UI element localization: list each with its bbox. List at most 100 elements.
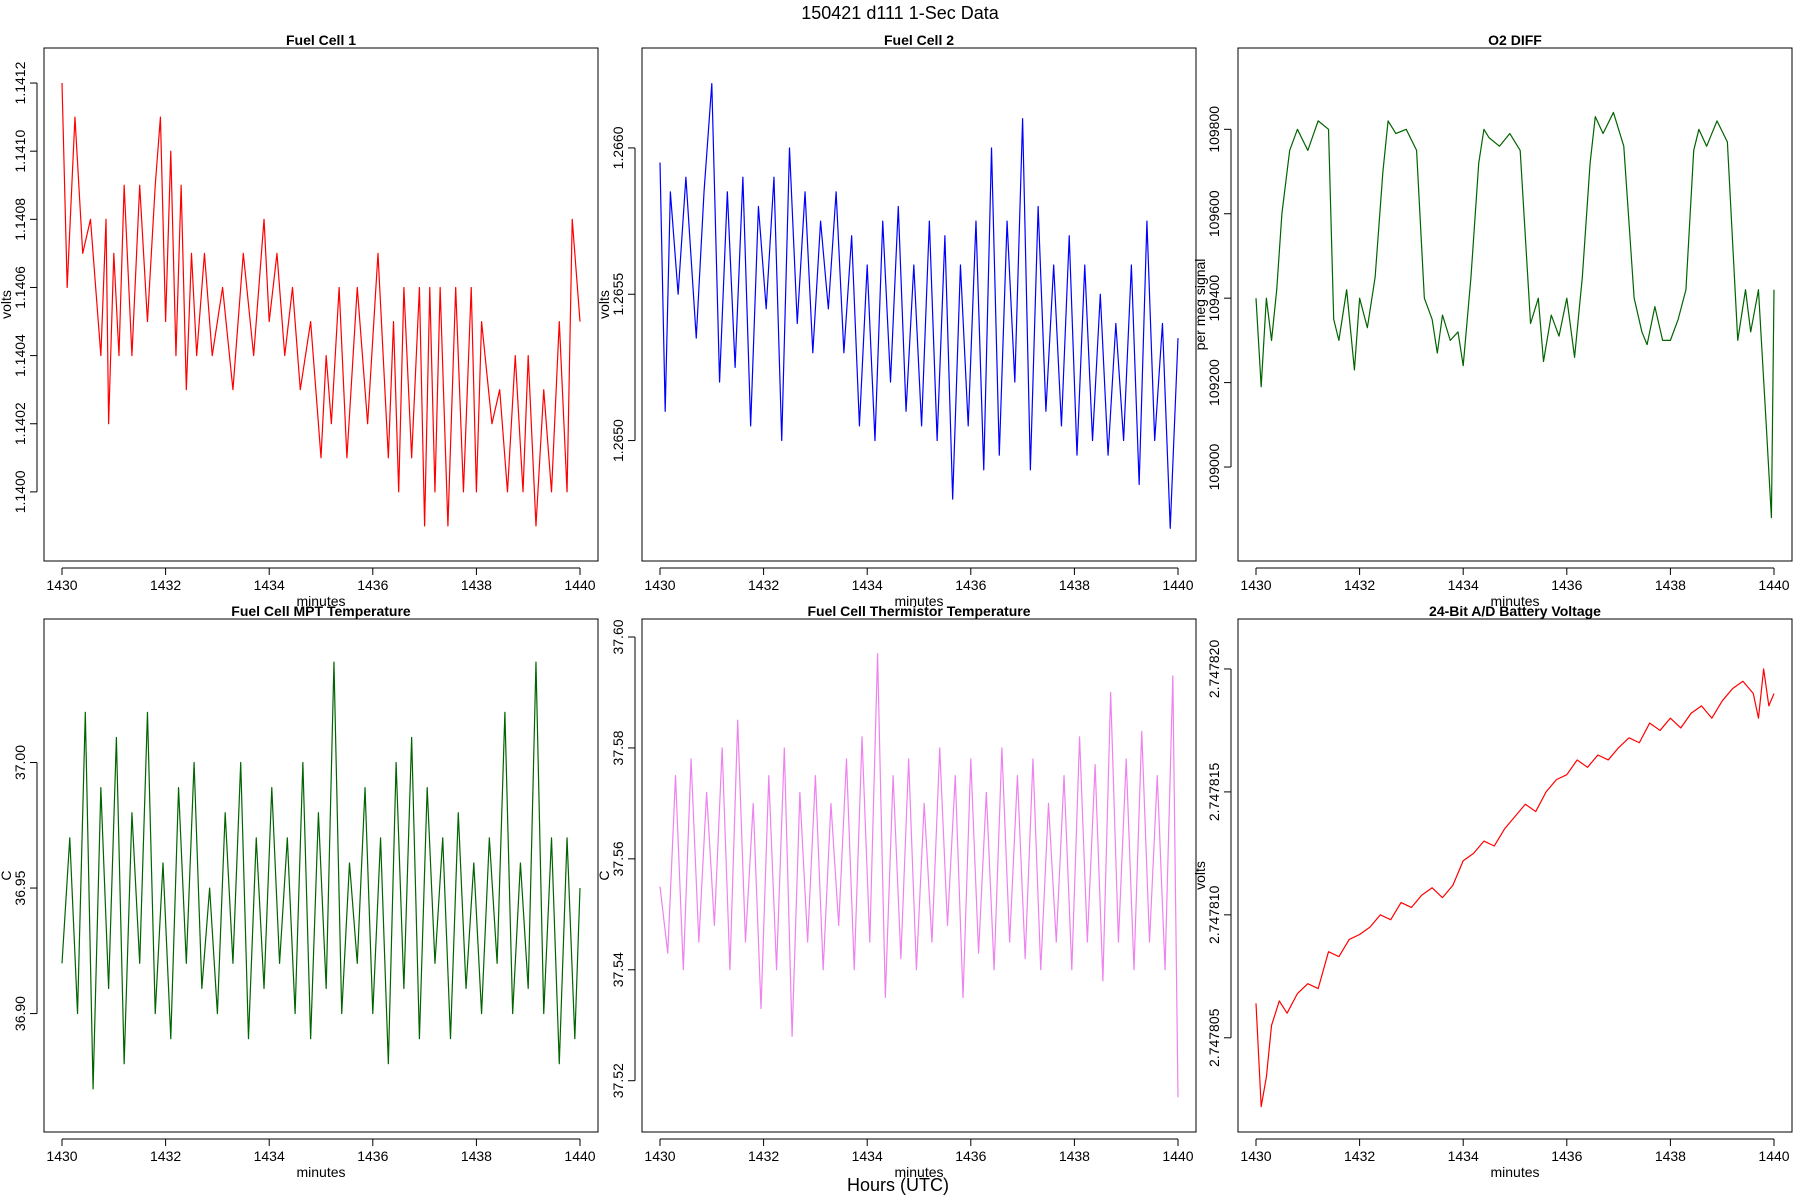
y-tick-label: 37.56 bbox=[610, 841, 626, 876]
chart-panel-4: Fuel Cell MPT Temperature 1430 1432 1434 143… bbox=[0, 603, 599, 1180]
x-tick-label: 1440 bbox=[1162, 1148, 1193, 1164]
chart-panel-3: O2 DIFF 1430 1432 1434 1436 1438 1440 minutes 10… bbox=[1192, 32, 1793, 609]
chart-panel-2: Fuel Cell 2 1430 1432 1434 1436 1438 1440 minut… bbox=[596, 32, 1197, 609]
y-tick-label: 1.1408 bbox=[12, 198, 28, 241]
series-line-1 bbox=[1255, 668, 1775, 1108]
y-tick-label: 1.1402 bbox=[12, 402, 28, 445]
x-axis-label: minutes bbox=[296, 1164, 345, 1180]
x-tick-label: 1434 bbox=[1448, 577, 1479, 593]
x-tick-label: 1430 bbox=[644, 577, 675, 593]
y-axis-label: C bbox=[0, 870, 14, 880]
y-tick-label: 36.95 bbox=[12, 870, 28, 905]
x-axis-label: minutes bbox=[1490, 593, 1539, 609]
x-tick-label: 1434 bbox=[254, 1148, 285, 1164]
y-tick-label: 1.1410 bbox=[12, 130, 28, 173]
chart-title: Fuel Cell 2 bbox=[884, 32, 954, 48]
y-tick-label: 37.52 bbox=[610, 1063, 626, 1098]
y-axis-label: volts bbox=[596, 290, 612, 319]
x-axis-label: minutes bbox=[894, 1164, 943, 1180]
y-tick-label: 109200 bbox=[1206, 359, 1222, 406]
y-axis-label: per meg signal bbox=[1192, 259, 1208, 351]
plot-frame bbox=[1237, 47, 1793, 562]
y-tick-label: 1.1406 bbox=[12, 266, 28, 309]
x-tick-label: 1432 bbox=[748, 1148, 779, 1164]
x-tick-label: 1432 bbox=[748, 577, 779, 593]
y-axis-label: volts bbox=[0, 290, 14, 319]
x-tick-label: 1438 bbox=[461, 1148, 492, 1164]
x-tick-label: 1440 bbox=[564, 577, 595, 593]
y-tick-label: 1.2660 bbox=[610, 126, 626, 169]
series-line-1 bbox=[659, 82, 1179, 529]
x-tick-label: 1432 bbox=[150, 577, 181, 593]
x-tick-label: 1436 bbox=[1551, 577, 1582, 593]
series-line-1 bbox=[659, 653, 1179, 1098]
y-tick-label: 2.747815 bbox=[1206, 762, 1222, 821]
y-tick-label: 109600 bbox=[1206, 190, 1222, 237]
y-tick-label: 37.60 bbox=[610, 619, 626, 654]
x-tick-label: 1438 bbox=[461, 577, 492, 593]
chart-title: O2 DIFF bbox=[1488, 32, 1542, 48]
x-tick-label: 1436 bbox=[1551, 1148, 1582, 1164]
y-tick-label: 2.747810 bbox=[1206, 885, 1222, 944]
plot-frame bbox=[43, 47, 599, 562]
y-tick-label: 37.54 bbox=[610, 952, 626, 987]
x-tick-label: 1440 bbox=[1758, 577, 1789, 593]
x-tick-label: 1432 bbox=[1344, 1148, 1375, 1164]
y-tick-label: 1.1412 bbox=[12, 61, 28, 104]
plot-frame bbox=[641, 618, 1197, 1133]
x-tick-label: 1430 bbox=[1240, 1148, 1271, 1164]
y-axis-label: C bbox=[596, 870, 612, 880]
x-tick-label: 1436 bbox=[357, 1148, 388, 1164]
chart-panels: Fuel Cell 1 1430 1432 1434 1436 1438 1440 minut… bbox=[0, 32, 1793, 1180]
plot-frame bbox=[1237, 618, 1793, 1133]
plot-frame bbox=[641, 47, 1197, 562]
series-line-1 bbox=[61, 661, 581, 1090]
chart-panel-5: Fuel Cell Thermistor Temperature 1430 1432… bbox=[596, 603, 1197, 1180]
x-tick-label: 1436 bbox=[955, 577, 986, 593]
series-line-1 bbox=[61, 83, 581, 527]
y-tick-label: 109000 bbox=[1206, 443, 1222, 490]
chart-title: Fuel Cell Thermistor Temperature bbox=[807, 603, 1030, 619]
x-tick-label: 1432 bbox=[1344, 577, 1375, 593]
x-tick-label: 1430 bbox=[644, 1148, 675, 1164]
chart-title: 24-Bit A/D Battery Voltage bbox=[1429, 603, 1601, 619]
x-tick-label: 1430 bbox=[46, 577, 77, 593]
y-tick-label: 1.2650 bbox=[610, 419, 626, 462]
x-tick-label: 1438 bbox=[1059, 577, 1090, 593]
x-tick-label: 1430 bbox=[46, 1148, 77, 1164]
figure-xlabel: Hours (UTC) bbox=[847, 1175, 949, 1195]
x-tick-label: 1440 bbox=[564, 1148, 595, 1164]
chart-title: Fuel Cell MPT Temperature bbox=[231, 603, 411, 619]
y-tick-label: 2.747805 bbox=[1206, 1008, 1222, 1067]
x-tick-label: 1434 bbox=[254, 577, 285, 593]
x-tick-label: 1436 bbox=[955, 1148, 986, 1164]
series-line-1 bbox=[1255, 111, 1775, 519]
y-tick-label: 109800 bbox=[1206, 106, 1222, 153]
y-axis-label: volts bbox=[1192, 861, 1208, 890]
x-tick-label: 1434 bbox=[852, 577, 883, 593]
x-tick-label: 1430 bbox=[1240, 577, 1271, 593]
y-tick-label: 37.00 bbox=[12, 745, 28, 780]
y-tick-label: 36.90 bbox=[12, 996, 28, 1031]
chart-title: Fuel Cell 1 bbox=[286, 32, 356, 48]
y-tick-label: 1.1400 bbox=[12, 470, 28, 513]
x-tick-label: 1434 bbox=[1448, 1148, 1479, 1164]
x-tick-label: 1440 bbox=[1162, 577, 1193, 593]
x-tick-label: 1438 bbox=[1655, 1148, 1686, 1164]
chart-panel-6: 24-Bit A/D Battery Voltage 1430 1432 1434 14… bbox=[1192, 603, 1793, 1180]
x-tick-label: 1436 bbox=[357, 577, 388, 593]
x-axis-label: minutes bbox=[894, 593, 943, 609]
y-tick-label: 1.2655 bbox=[610, 273, 626, 316]
x-tick-label: 1432 bbox=[150, 1148, 181, 1164]
y-tick-label: 1.1404 bbox=[12, 334, 28, 377]
x-tick-label: 1434 bbox=[852, 1148, 883, 1164]
x-tick-label: 1438 bbox=[1655, 577, 1686, 593]
x-axis-label: minutes bbox=[296, 593, 345, 609]
figure-title: 150421 d111 1-Sec Data bbox=[801, 3, 999, 23]
chart-panel-1: Fuel Cell 1 1430 1432 1434 1436 1438 1440 minut… bbox=[0, 32, 599, 609]
x-tick-label: 1440 bbox=[1758, 1148, 1789, 1164]
x-axis-label: minutes bbox=[1490, 1164, 1539, 1180]
x-tick-label: 1438 bbox=[1059, 1148, 1090, 1164]
